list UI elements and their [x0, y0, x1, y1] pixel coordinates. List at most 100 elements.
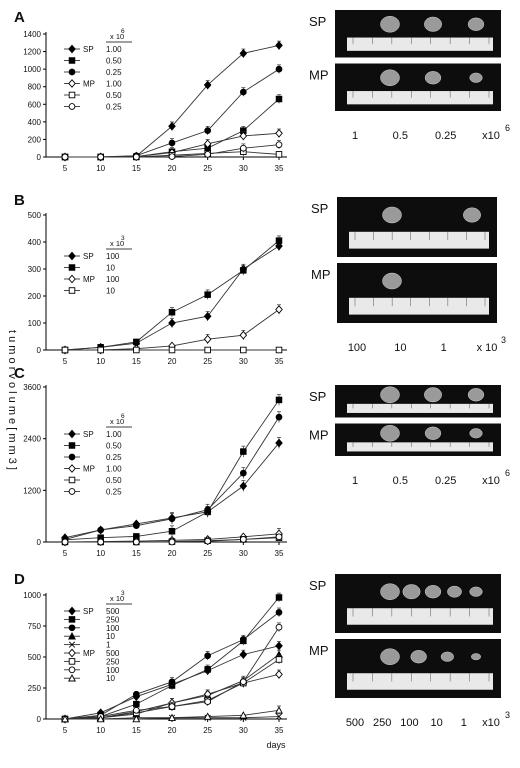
data-point — [168, 515, 176, 523]
x-tick-label: 30 — [239, 549, 248, 558]
y-axis-title: t u m o r v o l u m e [ m m 3 ] — [6, 330, 18, 470]
data-point — [168, 346, 176, 354]
photo-caption: x10 — [482, 130, 500, 142]
legend-marker — [68, 464, 76, 473]
data-point — [204, 346, 211, 354]
legend-marker — [68, 641, 76, 648]
photo-caption-exponent: 3 — [505, 710, 510, 720]
legend-marker — [68, 79, 76, 88]
legend-dose: 0.50 — [106, 57, 122, 66]
data-point — [168, 538, 176, 546]
data-point — [133, 700, 140, 708]
photo-caption-exponent: 6 — [505, 468, 510, 478]
data-point — [61, 153, 69, 161]
legend-multiplier: x 10 — [110, 594, 124, 603]
data-point — [275, 65, 283, 73]
legend-exponent: 3 — [121, 590, 125, 597]
panel-d — [43, 574, 501, 724]
data-point — [275, 237, 283, 244]
data-point — [168, 139, 176, 147]
tumor-specimen — [424, 16, 442, 32]
ruler — [347, 91, 493, 105]
legend-dose: 100 — [106, 624, 120, 633]
photo-caption: x10 — [482, 717, 500, 729]
x-tick-label: 10 — [96, 164, 105, 173]
photo-caption-exponent: 6 — [505, 123, 510, 133]
legend-group: SP — [83, 607, 94, 616]
y-tick-label: 200 — [28, 292, 42, 301]
series-dose-100 — [61, 622, 283, 723]
data-point — [204, 127, 212, 134]
data-point — [132, 714, 141, 723]
data-point — [239, 636, 247, 643]
y-tick-label: 500 — [28, 211, 42, 220]
data-point — [239, 481, 248, 491]
photo-row-label: MP — [309, 68, 329, 83]
data-point — [204, 652, 212, 660]
series-dose-10 — [61, 705, 283, 723]
panel-c — [43, 385, 501, 547]
y-tick-label: 100 — [28, 319, 42, 328]
x-tick-label: 30 — [239, 164, 248, 173]
x-tick-label: 15 — [132, 357, 141, 366]
photo-caption: 100 — [400, 717, 418, 729]
data-point — [239, 144, 247, 152]
series-dose-0.25 — [61, 64, 283, 161]
data-point — [132, 153, 140, 161]
x-tick-label: 25 — [203, 726, 212, 735]
legend-dose: 250 — [106, 657, 120, 666]
legend-dose: 1.00 — [106, 430, 122, 439]
tumor-specimen — [382, 206, 402, 224]
tumor-photo-c — [335, 385, 501, 456]
tumor-specimen — [467, 17, 485, 31]
legend-group: SP — [83, 430, 94, 439]
x-axis-title: days — [266, 740, 286, 750]
photo-caption: 500 — [346, 717, 364, 729]
legend-marker — [68, 103, 76, 110]
legend-marker — [68, 606, 76, 616]
series-dose-0.25 — [61, 411, 283, 543]
ruler — [347, 37, 493, 51]
tumor-specimen — [424, 387, 442, 403]
data-point — [204, 537, 212, 545]
data-point — [240, 346, 247, 354]
photo-caption: 1 — [352, 475, 358, 487]
legend-marker — [68, 674, 76, 682]
y-tick-label: 0 — [37, 153, 42, 162]
tumor-specimen — [447, 585, 462, 598]
y-tick-label: 1000 — [23, 591, 41, 600]
x-tick-label: 5 — [63, 164, 68, 173]
legend-dose: 1.00 — [106, 45, 122, 54]
data-point — [204, 291, 211, 298]
x-tick-label: 10 — [96, 549, 105, 558]
tumor-photo-b — [337, 197, 497, 323]
photo-row-label: SP — [309, 578, 326, 593]
photo-caption: 0.25 — [435, 475, 456, 487]
legend-dose: 100 — [106, 252, 120, 261]
legend-group: MP — [83, 275, 95, 284]
tumor-specimen — [424, 71, 442, 85]
legend-dose: 0.50 — [106, 91, 122, 100]
legend-marker — [68, 251, 76, 261]
legend-dose: 0.25 — [106, 488, 122, 497]
legend-dose: 500 — [106, 607, 120, 616]
series-line — [64, 245, 280, 351]
data-point — [97, 526, 105, 534]
tumor-specimen — [380, 648, 400, 665]
ruler — [347, 403, 493, 413]
y-tick-label: 400 — [28, 118, 42, 127]
x-tick-label: 35 — [275, 549, 284, 558]
legend-marker — [68, 68, 76, 76]
y-tick-label: 3600 — [23, 383, 41, 392]
data-point — [61, 714, 69, 723]
legend-dose: 250 — [106, 615, 120, 624]
data-point — [275, 305, 283, 314]
tumor-specimen — [469, 428, 483, 439]
data-point — [132, 522, 140, 529]
photo-caption: 250 — [373, 717, 391, 729]
data-point — [275, 706, 283, 714]
legend-dose: 1.00 — [106, 465, 122, 474]
panel-label: A — [14, 9, 25, 26]
series-dose-0.25 — [61, 533, 283, 546]
